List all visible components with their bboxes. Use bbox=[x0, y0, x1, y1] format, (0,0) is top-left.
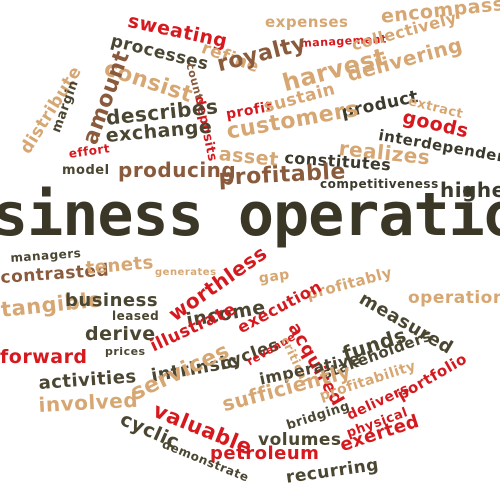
cloud-word-prices: prices bbox=[105, 345, 146, 358]
cloud-word-producing: producing bbox=[118, 158, 237, 182]
cloud-word-higher: higher bbox=[440, 178, 500, 202]
cloud-word-gap: gap bbox=[257, 266, 291, 287]
cloud-word-model: model bbox=[62, 163, 110, 178]
cloud-word-forward: forward bbox=[0, 346, 88, 368]
cloud-word-leased: leased bbox=[112, 309, 160, 323]
cloud-word-effort: effort bbox=[67, 141, 111, 161]
cloud-word-expenses: expenses bbox=[265, 13, 349, 31]
cloud-word-generates: generates bbox=[155, 267, 217, 278]
cloud-word-volumes: volumes bbox=[258, 430, 342, 450]
cloud-word-distribute: distribute bbox=[16, 62, 86, 158]
cloud-word-competitiveness: competitiveness bbox=[320, 177, 439, 191]
cloud-word-business: business bbox=[65, 290, 159, 311]
headline-text: siness operation bbox=[0, 180, 500, 250]
cloud-word-bridging: bridging bbox=[284, 398, 352, 434]
cloud-word-petroleum: petroleum bbox=[210, 443, 320, 464]
cloud-word-operations: operations bbox=[408, 288, 500, 308]
cloud-word-tenets: tenets bbox=[84, 252, 155, 279]
cloud-word-derive: derive bbox=[85, 323, 156, 345]
cloud-word-managers: managers bbox=[9, 246, 82, 265]
